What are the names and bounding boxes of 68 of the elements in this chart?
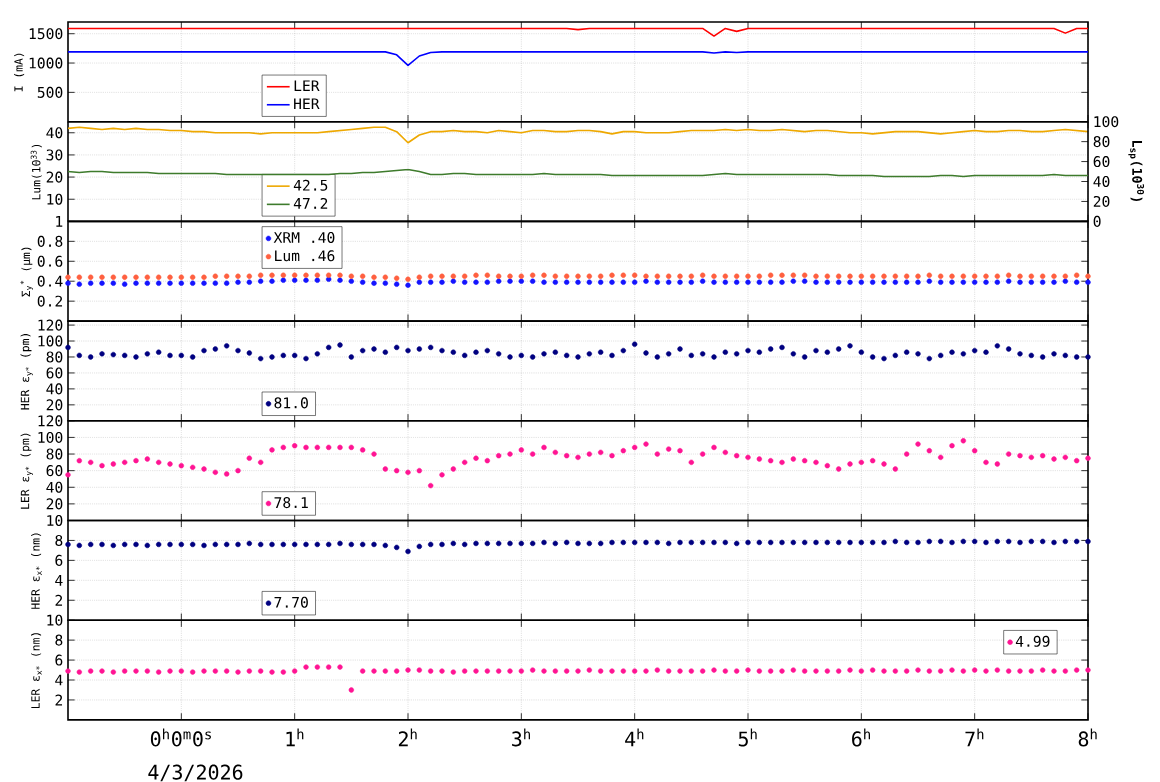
y-tick-label: 80 — [46, 448, 63, 460]
legend-label: 4.99 — [1015, 635, 1050, 647]
y-tick-label: 20 — [46, 171, 63, 183]
y-tick-label: 60 — [46, 367, 63, 379]
text: 4/3/2026 — [148, 764, 243, 782]
y-tick-label: 0.8 — [37, 235, 63, 247]
legend-label: 42.5 — [293, 179, 328, 191]
y2-tick-label: 20 — [1093, 195, 1110, 207]
y-tick-label: 1 — [56, 216, 63, 227]
legend-label: XRM .40 — [273, 231, 335, 244]
x-tick-label: 1$^{h}$ — [286, 728, 304, 747]
y-axis-title: Lum(10$^{33}$) — [30, 144, 42, 200]
y2-tick-label: 100 — [1094, 116, 1119, 128]
legend-label: HER — [294, 98, 320, 110]
y2-tick-label: 60 — [1093, 156, 1110, 168]
y-tick-label: 120 — [38, 415, 63, 427]
y-tick-label: 120 — [38, 319, 63, 331]
legend-label: 78.1 — [274, 497, 308, 509]
y-tick-label: 40 — [46, 383, 63, 395]
y2-axis-title: L$_{sp}$(10$^{30}$) — [1128, 141, 1145, 202]
y-tick-label: 1500 — [29, 28, 63, 40]
y-tick-label: 0.2 — [37, 295, 63, 307]
y-tick-label: 8 — [55, 634, 63, 646]
y2-tick-label: 40 — [1093, 175, 1110, 188]
y-tick-label: 10 — [47, 514, 63, 527]
y2-tick-label: 0 — [1093, 215, 1101, 227]
y-tick-label: 2 — [55, 694, 63, 706]
text: LER ε$_{x*}$ (nm) — [31, 633, 42, 709]
y-tick-label: 40 — [46, 481, 63, 493]
x-tick-label: 2$^{h}$ — [398, 728, 417, 747]
text: LER ε$_{y*}$ (pm) — [20, 433, 33, 509]
x-tick-label: 6$^{h}$ — [852, 728, 870, 747]
y-tick-label: 80 — [46, 351, 63, 363]
x-tick-label: 0$^{h}$0$^{m}$0$^{s}$ — [150, 728, 211, 747]
legend-label: 81.0 — [274, 397, 308, 409]
y-tick-label: 4 — [55, 574, 63, 586]
x-tick-label: 5$^{h}$ — [738, 728, 757, 747]
y-axis-title: I (mA) — [14, 53, 25, 92]
y-tick-label: 0.6 — [37, 255, 63, 267]
x-tick-label: 7$^{h}$ — [965, 728, 984, 747]
text: Σ$_{y}$$^{*}$ (μm) — [20, 247, 33, 297]
y-tick-label: 6 — [55, 554, 63, 566]
x-tick-label: 3$^{h}$ — [512, 728, 530, 747]
y-tick-label: 500 — [37, 86, 63, 98]
y-tick-label: 20 — [46, 498, 63, 510]
y-tick-label: 2 — [55, 594, 63, 606]
text: HER ε$_{x*}$ (nm) — [31, 533, 42, 609]
y-tick-label: 40 — [46, 127, 63, 139]
y-tick-label: 60 — [46, 465, 63, 477]
y-tick-label: 100 — [38, 335, 63, 347]
y-tick-label: 10 — [47, 614, 63, 626]
text: HER ε$_{y*}$ (pm) — [20, 334, 33, 410]
y-tick-label: 20 — [46, 399, 63, 411]
legend-label: LER — [294, 80, 320, 92]
y-tick-label: 30 — [46, 149, 63, 161]
legend-label: 47.2 — [293, 197, 328, 209]
y-tick-label: 1000 — [29, 57, 63, 69]
y-tick-label: 10 — [47, 193, 63, 205]
y-tick-label: 8 — [55, 534, 63, 546]
y-tick-label: 0.4 — [37, 275, 63, 287]
x-tick-label: 4$^{h}$ — [625, 728, 644, 747]
y-tick-label: 4 — [55, 674, 63, 686]
legend-label: 7.70 — [274, 596, 308, 608]
y2-tick-label: 80 — [1093, 136, 1110, 148]
x-tick-label: 8$^{h}$ — [1078, 728, 1097, 747]
y-tick-label: 100 — [38, 431, 63, 443]
y-tick-label: 6 — [55, 654, 63, 666]
legend-label: Lum .46 — [275, 250, 335, 262]
